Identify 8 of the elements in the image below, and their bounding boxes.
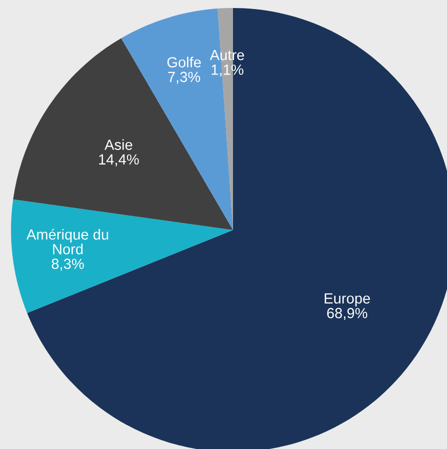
slice-label: Asie [104, 139, 132, 150]
data-label: 68,9% [327, 308, 368, 320]
data-label: 14,4% [99, 154, 139, 166]
slice-label: Europe [324, 293, 370, 306]
slice-label: Amérique du Nord [26, 228, 108, 254]
data-label: 8,3% [52, 258, 84, 271]
data-label: 7,3% [168, 72, 200, 84]
slice-label: Golfe [167, 56, 201, 68]
